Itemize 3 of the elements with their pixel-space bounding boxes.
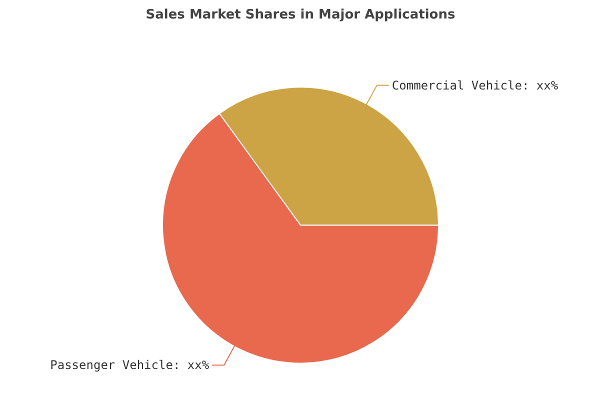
slice-label: Passenger Vehicle: xx% <box>50 358 210 372</box>
chart-title: Sales Market Shares in Major Applications <box>146 8 456 22</box>
slice-label: Commercial Vehicle: xx% <box>392 78 559 92</box>
